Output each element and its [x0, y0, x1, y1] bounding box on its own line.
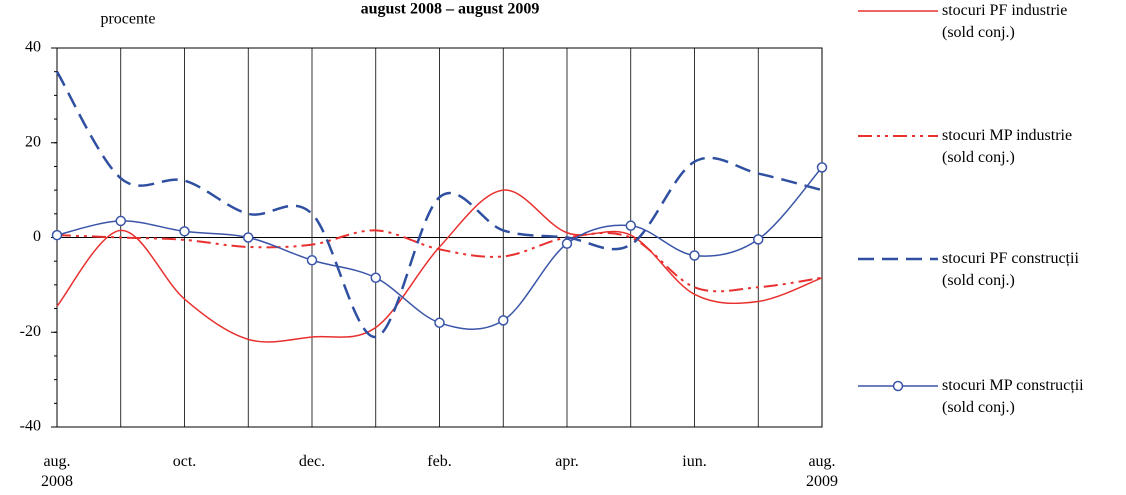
- point: [115, 215, 126, 227]
- x-tick-label: feb.: [427, 453, 452, 470]
- legend-label: stocuri PF construcții (sold conj.): [942, 250, 1079, 289]
- x-tick-label: aug. 2008: [41, 453, 73, 490]
- x-tick-label: apr.: [555, 453, 579, 470]
- series-line: [56, 229, 823, 293]
- legend-label: stocuri MP construcții (sold conj.): [942, 377, 1084, 416]
- y-axis-label: procente: [100, 11, 155, 28]
- point: [498, 315, 509, 326]
- point: [370, 272, 381, 284]
- point: [306, 254, 318, 266]
- point: [816, 162, 828, 173]
- y-tick-label: 40: [25, 39, 41, 56]
- point: [689, 250, 700, 261]
- point: [625, 220, 636, 231]
- point: [561, 238, 573, 249]
- y-tick-label: 0: [33, 228, 41, 245]
- point: [51, 229, 63, 241]
- point: [753, 234, 764, 245]
- chart-title: august 2008 – august 2009: [361, 1, 540, 18]
- y-tick-label: -40: [20, 418, 41, 435]
- x-tick-label: iun.: [682, 453, 707, 470]
- series-line: [56, 189, 823, 343]
- point: [243, 232, 254, 243]
- point: [179, 226, 190, 237]
- legend-label: stocuri PF industrie (sold conj.): [942, 2, 1068, 41]
- x-tick-label: dec.: [298, 453, 326, 470]
- y-tick-label: -20: [20, 323, 41, 340]
- series-line: [55, 71, 823, 339]
- point: [434, 317, 445, 329]
- x-tick-label: oct.: [172, 453, 197, 470]
- x-tick-label: aug. 2009: [806, 453, 838, 490]
- y-tick-label: 20: [25, 133, 41, 150]
- legend-label: stocuri MP industrie (sold conj.): [942, 127, 1073, 166]
- legend-marker: [892, 380, 904, 392]
